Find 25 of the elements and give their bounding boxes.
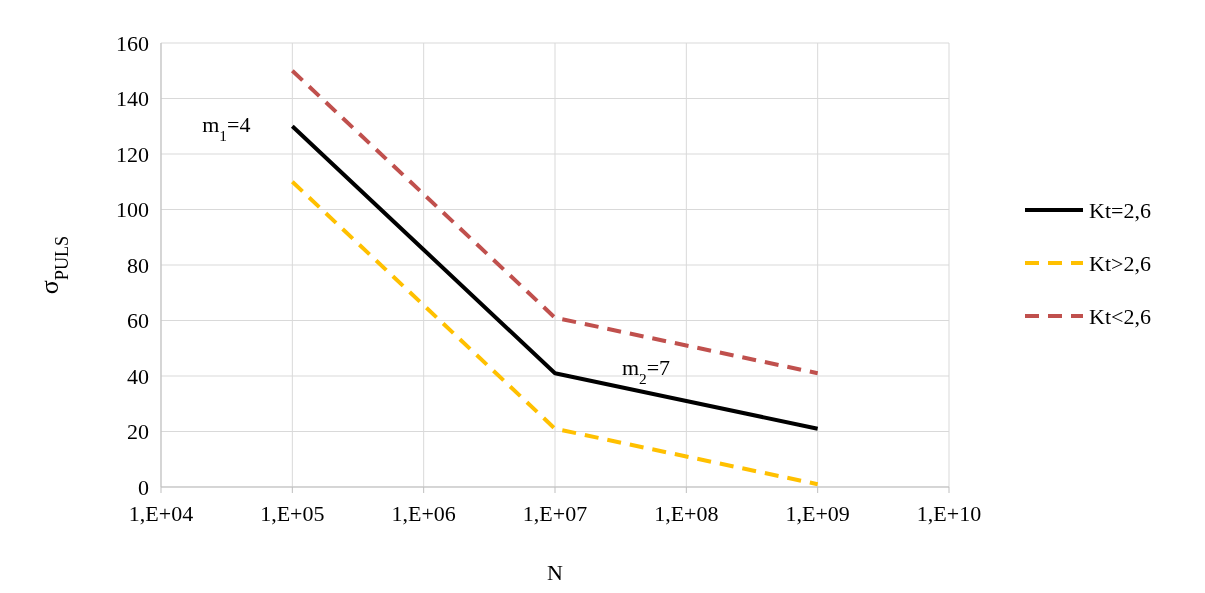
x-axis-title: N xyxy=(547,560,564,585)
x-tick-label: 1,E+04 xyxy=(128,501,194,526)
line-series xyxy=(290,68,820,376)
y-tick-label: 120 xyxy=(116,141,149,167)
line-series xyxy=(290,124,820,431)
x-tick-label: 1,E+08 xyxy=(654,501,719,526)
y-tick-label: 140 xyxy=(116,86,149,112)
legend-label: Kt=2,6 xyxy=(1089,197,1151,223)
y-tick-label: 0 xyxy=(138,474,149,500)
legend-label: Kt<2,6 xyxy=(1089,303,1151,329)
y-tick-label: 60 xyxy=(127,308,149,334)
line-series xyxy=(290,179,820,487)
legend-label: Kt>2,6 xyxy=(1089,250,1151,276)
annotation: m$_{2}$=7 xyxy=(621,354,671,387)
y-tick-label: 160 xyxy=(116,30,149,56)
x-tick-label: 1,E+06 xyxy=(391,501,456,526)
x-tick-label: 1,E+10 xyxy=(916,501,982,526)
y-tick-label: 20 xyxy=(127,419,149,445)
y-tick-label: 40 xyxy=(127,363,149,389)
x-tick-label: 1,E+09 xyxy=(785,501,850,526)
x-tick-label: 1,E+05 xyxy=(260,501,325,526)
x-tick-label: 1,E+07 xyxy=(522,501,588,526)
y-tick-label: 100 xyxy=(116,197,149,223)
annotation: m$_{1}$=4 xyxy=(202,111,251,144)
y-tick-label: 80 xyxy=(127,252,149,278)
